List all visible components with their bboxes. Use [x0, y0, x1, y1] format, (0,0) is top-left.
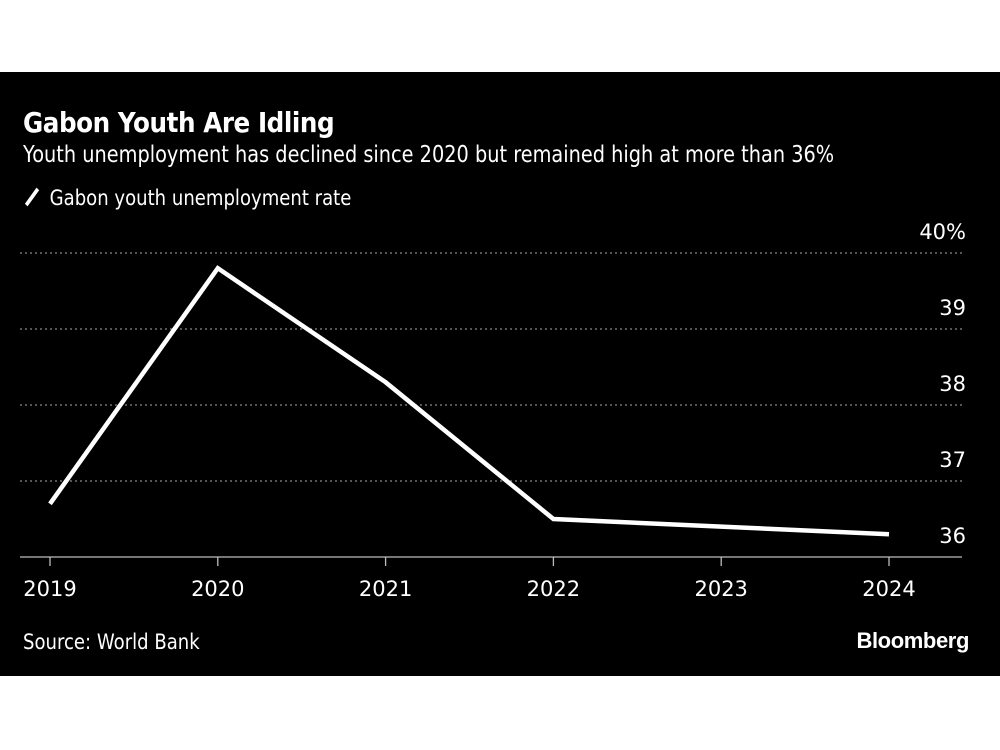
legend-label: Gabon youth unemployment rate [49, 186, 352, 210]
legend: Gabon youth unemployment rate [23, 186, 351, 210]
chart-card [0, 72, 1000, 676]
x-tick-label: 2019 [23, 577, 76, 601]
series-layer [48, 265, 890, 537]
x-axis-ticks: 2019 2020 2021 2022 2023 2024 [23, 557, 916, 601]
bloomberg-logo: Bloomberg [856, 628, 969, 653]
x-tick-label: 2021 [359, 577, 412, 601]
chart-subtitle: Youth unemployment has declined since 20… [23, 142, 835, 168]
x-tick-label: 2020 [191, 577, 244, 601]
y-tick-label: 40% [919, 220, 966, 244]
chart-title: Gabon Youth Are Idling [23, 106, 335, 139]
y-tick-label: 39 [939, 296, 966, 320]
y-tick-label: 36 [939, 524, 966, 548]
x-tick-label: 2024 [862, 577, 915, 601]
y-axis-ticks: 40% 39 38 37 36 [919, 220, 966, 548]
grid-lines [20, 252, 962, 558]
y-tick-label: 37 [939, 448, 966, 472]
x-tick-label: 2022 [527, 577, 580, 601]
series-line [48, 265, 890, 537]
x-tick-label: 2023 [694, 577, 747, 601]
y-tick-label: 38 [939, 372, 966, 396]
source-note: Source: World Bank [23, 630, 200, 654]
